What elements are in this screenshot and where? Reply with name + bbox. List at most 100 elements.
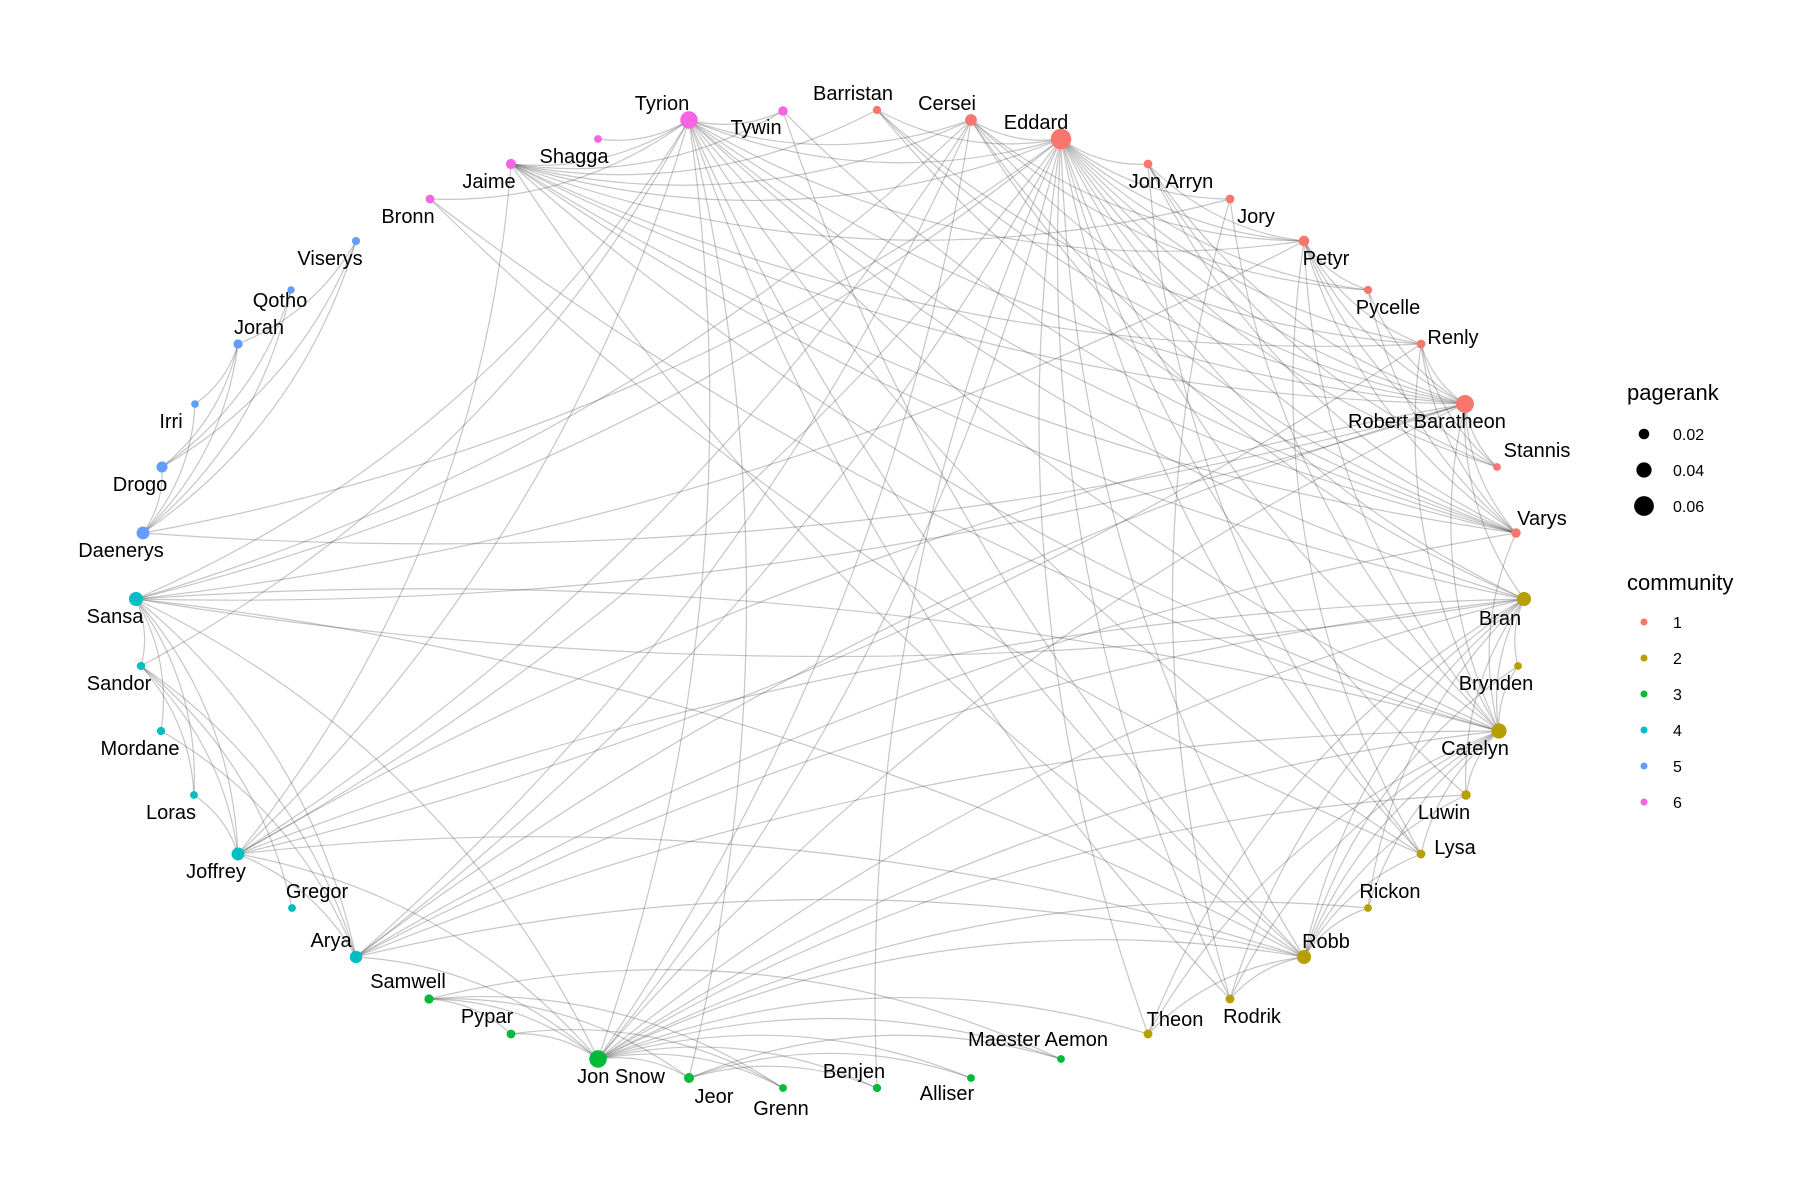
community-legend-label: 5: [1673, 759, 1682, 776]
community-legend-label: 1: [1673, 615, 1682, 632]
edge-tyrion-shagga: [597, 119, 690, 141]
edge-jon-snow-pypar: [510, 1033, 599, 1060]
edge-joffrey-robb: [237, 836, 1305, 958]
edge-sandor-loras: [140, 665, 195, 796]
edge-robert-baratheon-pycelle: [1367, 289, 1466, 405]
edge-tyrion-rodrik: [688, 119, 1231, 1000]
pagerank-legend-title: pagerank: [1627, 380, 1720, 405]
edge-robert-baratheon-barristan: [876, 109, 1466, 405]
node-bronn: [425, 194, 435, 204]
node-jory: [1225, 194, 1235, 204]
community-legend-title: community: [1627, 570, 1733, 595]
edge-sansa-loras: [135, 598, 196, 796]
node-label-stannis: Stannis: [1504, 440, 1571, 462]
edge-catelyn-lysa: [1420, 730, 1500, 855]
node-tywin: [778, 106, 788, 116]
edge-tyrion-sansa: [135, 119, 690, 600]
edge-catelyn-petyr: [1303, 240, 1500, 732]
edge-eddard-luwin: [1060, 138, 1467, 796]
node-label-brynden: Brynden: [1459, 673, 1534, 695]
node-brynden: [1514, 662, 1522, 670]
edge-daenerys-irri: [142, 403, 196, 534]
community-legend-label: 6: [1673, 795, 1682, 812]
edge-tyrion-catelyn: [688, 119, 1500, 732]
edge-tyrion-tywin: [688, 110, 784, 125]
node-label-robert-baratheon: Robert Baratheon: [1348, 411, 1506, 433]
node-label-lysa: Lysa: [1434, 837, 1476, 859]
pagerank-legend-label: 0.02: [1673, 427, 1704, 444]
node-robert-baratheon: [1456, 395, 1474, 413]
edge-jon-snow-benjen: [597, 1046, 878, 1089]
node-tyrion: [680, 111, 698, 129]
edge-tyrion-jeor: [688, 119, 748, 1079]
node-label-irri: Irri: [159, 411, 182, 433]
edge-cersei-joffrey: [237, 119, 972, 855]
node-catelyn: [1491, 723, 1507, 739]
node-label-pypar: Pypar: [461, 1006, 514, 1028]
node-barristan: [872, 105, 882, 115]
edge-joffrey-bran: [237, 598, 1525, 855]
node-label-cersei: Cersei: [918, 93, 976, 115]
edge-samwell-jeor: [428, 998, 690, 1079]
edge-robert-baratheon-petyr: [1303, 240, 1466, 405]
pagerank-legend: 0.02 0.04 0.06: [1634, 427, 1704, 516]
node-drogo: [156, 461, 168, 473]
edge-petyr-jon-arryn: [1147, 163, 1305, 242]
node-label-jory: Jory: [1237, 206, 1275, 228]
edge-catelyn-rickon: [1367, 730, 1500, 909]
node-shagga: [594, 135, 602, 143]
edge-bran-rodrik: [1229, 598, 1525, 1000]
edge-robert-baratheon-joffrey: [237, 403, 1466, 855]
node-robb: [1296, 949, 1312, 965]
node-label-arya: Arya: [310, 930, 352, 952]
edge-robert-baratheon-tyrion: [688, 119, 1466, 405]
node-label-barristan: Barristan: [813, 83, 893, 105]
node-varys: [1511, 528, 1521, 538]
edge-eddard-arya: [355, 138, 1062, 958]
edge-cersei-jaime: [510, 119, 972, 186]
community-legend-dot: [1640, 726, 1648, 734]
edge-eddard-rodrik: [1056, 138, 1231, 1000]
community-legend-dot: [1640, 762, 1648, 770]
edge-bran-luwin: [1464, 598, 1525, 796]
edge-sansa-jon-snow: [135, 598, 599, 1060]
edge-arya-robb: [355, 898, 1305, 958]
edge-tyrion-joffrey: [237, 119, 690, 855]
legend: pagerank 0.02 0.04 0.06 community 1 2 3 4 5 6: [1627, 380, 1733, 812]
node-label-tywin: Tywin: [730, 117, 781, 139]
edge-petyr-varys: [1303, 240, 1517, 534]
node-luwin: [1461, 790, 1471, 800]
edge-eddard-jory: [1060, 138, 1231, 200]
edge-barristan-varys: [876, 109, 1517, 534]
edge-tyrion-bran: [688, 119, 1525, 600]
edge-bronn-lysa: [429, 198, 1422, 855]
node-label-jaime: Jaime: [462, 171, 515, 193]
edge-tywin-robb: [782, 110, 1305, 958]
node-label-samwell: Samwell: [370, 971, 446, 993]
pagerank-legend-label: 0.04: [1673, 463, 1704, 480]
node-label-sansa: Sansa: [87, 606, 145, 628]
node-alliser: [967, 1074, 975, 1082]
edge-daenerys-drogo: [142, 466, 163, 534]
edge-catelyn-robb: [1303, 730, 1500, 958]
edge-arya-jon-snow: [355, 956, 599, 1060]
edge-tyrion-lysa: [688, 119, 1422, 855]
edge-renly-stannis: [1420, 343, 1498, 468]
edge-jaime-jory: [510, 163, 1231, 241]
node-bran: [1516, 591, 1532, 607]
edge-daenerys-jorah: [142, 343, 239, 534]
edge-petyr-renly: [1303, 240, 1422, 345]
edge-cersei-pycelle: [970, 119, 1369, 291]
node-stannis: [1493, 463, 1501, 471]
edge-drogo-jorah: [161, 343, 239, 468]
node-label-qotho: Qotho: [253, 290, 307, 312]
edge-eddard-jon-snow: [597, 138, 1062, 1060]
edge-jon-arryn-lysa: [1147, 163, 1422, 855]
node-viserys: [351, 236, 361, 246]
edge-jon-snow-samwell: [428, 998, 599, 1060]
node-label-sandor: Sandor: [87, 673, 152, 695]
edge-barristan-renly: [876, 109, 1422, 345]
node-label-eddard: Eddard: [1004, 112, 1069, 134]
node-rodrik: [1225, 994, 1235, 1004]
